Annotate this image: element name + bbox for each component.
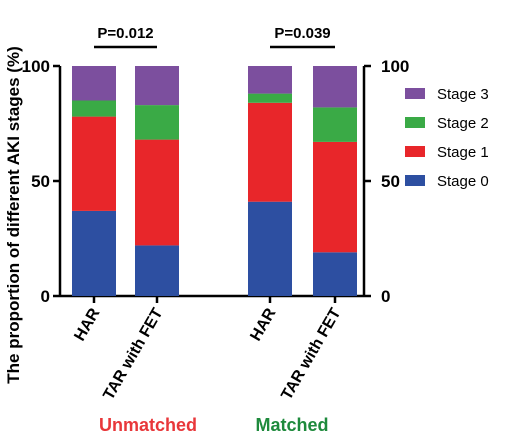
right-tick-label: 50 <box>381 172 400 191</box>
right-tick-label: 0 <box>381 287 390 306</box>
group-label-unmatched: Unmatched <box>99 415 197 433</box>
bar-stage-3-4 <box>313 66 357 108</box>
bar-stage-2-4 <box>313 107 357 142</box>
category-label: HAR <box>71 305 103 344</box>
legend: Stage 3 Stage 2 Stage 1 Stage 0 <box>405 86 489 190</box>
right-tick-label: 100 <box>381 57 409 76</box>
legend-swatch <box>405 146 425 157</box>
legend-swatch <box>405 175 425 186</box>
bar-stage-2-1 <box>72 100 116 117</box>
bar-stage-2-3 <box>248 93 292 103</box>
legend-label: Stage 0 <box>437 173 489 190</box>
bar-stage-1-1 <box>72 116 116 211</box>
category-label: TAR with FET <box>278 305 344 403</box>
bar-stage-0-4 <box>313 252 357 296</box>
bar-stage-3-1 <box>72 66 116 101</box>
annotations: P=0.012 P=0.039 <box>94 25 335 49</box>
category-label: TAR with FET <box>100 305 166 403</box>
bar-stage-0-1 <box>72 210 116 296</box>
left-tick-label: 50 <box>31 172 50 191</box>
bar-stage-2-2 <box>135 105 179 140</box>
bar-stage-3-3 <box>248 66 292 94</box>
legend-label: Stage 1 <box>437 144 489 161</box>
bar-stage-1-3 <box>248 102 292 202</box>
bar-stage-0-2 <box>135 245 179 296</box>
bar-stage-3-2 <box>135 66 179 106</box>
group-labels: Unmatched Matched <box>99 415 329 433</box>
group-label-matched: Matched <box>255 415 328 433</box>
left-tick-label: 100 <box>22 57 50 76</box>
bar-stage-1-2 <box>135 139 179 246</box>
bar-stage-0-3 <box>248 201 292 296</box>
legend-swatch <box>405 117 425 128</box>
bar-stage-1-4 <box>313 141 357 253</box>
bars <box>72 66 357 296</box>
legend-swatch <box>405 88 425 99</box>
category-label: HAR <box>247 305 279 344</box>
p-value-label: P=0.012 <box>97 25 153 42</box>
legend-label: Stage 3 <box>437 86 489 103</box>
legend-label: Stage 2 <box>437 115 489 132</box>
y-axis-label: The proportion of different AKI stages (… <box>4 46 23 383</box>
p-value-label: P=0.039 <box>274 25 330 42</box>
left-tick-label: 0 <box>41 287 50 306</box>
